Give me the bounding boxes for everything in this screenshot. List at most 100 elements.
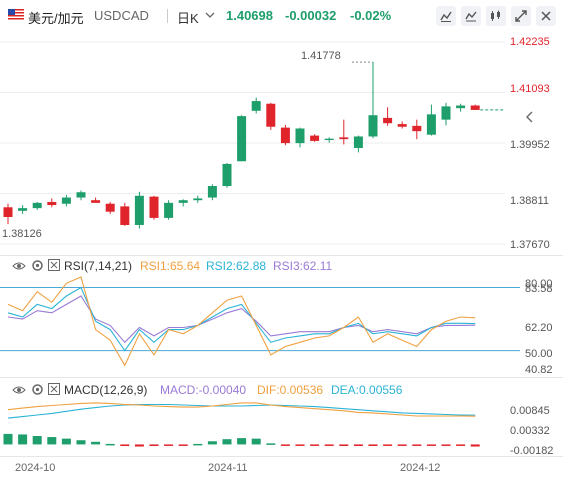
candle — [368, 115, 378, 137]
macd-title: MACD(12,26,9) — [64, 383, 148, 397]
candle-settings-icon — [491, 10, 500, 21]
indicator-button[interactable] — [461, 6, 481, 26]
rsi2-value: RSI2:62.88 — [206, 259, 267, 273]
rsi-tick: 50.00 — [525, 348, 553, 360]
macd-tick: 0.00332 — [510, 425, 550, 437]
macd-tick: 0.00845 — [510, 405, 550, 417]
macd-histogram-bar — [426, 444, 436, 446]
candle — [207, 186, 217, 198]
macd-histogram-bar — [61, 438, 71, 445]
candle — [310, 135, 320, 141]
candle — [441, 106, 451, 120]
macd-histogram-bar — [76, 440, 86, 445]
candle — [251, 101, 261, 111]
candle — [266, 103, 276, 127]
collapse-panel-button[interactable] — [523, 110, 537, 124]
high-price-label: 1.41778 — [301, 50, 341, 62]
candle — [456, 105, 466, 109]
macd-histogram-bar — [383, 444, 393, 446]
macd-histogram-bar — [193, 443, 203, 446]
macd-histogram-bar — [368, 444, 378, 447]
eye-icon[interactable] — [12, 260, 26, 275]
rsi-tick: 62.20 — [525, 322, 553, 334]
candle — [105, 203, 115, 212]
gear-icon[interactable] — [31, 383, 44, 399]
macd-histogram-bar — [105, 443, 115, 446]
rsi-title: RSI(7,14,21) — [64, 259, 133, 273]
fullscreen-icon — [515, 10, 527, 22]
close-indicator-icon[interactable] — [48, 383, 60, 398]
date-tick: 2024-11 — [208, 462, 248, 474]
rsi1-value: RSI1:65.64 — [140, 259, 201, 273]
candle — [295, 128, 305, 144]
candle — [120, 206, 130, 225]
candle — [149, 196, 159, 218]
macd-histogram-bar — [251, 438, 261, 445]
macd-histogram-bar — [222, 439, 232, 445]
candle — [222, 163, 232, 187]
price-tick: 1.38811 — [510, 195, 549, 207]
chevron-down-icon[interactable] — [205, 8, 215, 25]
macd-histogram-bar — [441, 444, 451, 446]
macd-tick: -0.00182 — [510, 445, 554, 457]
period-selector[interactable]: 日K — [177, 11, 199, 26]
chevron-left-icon — [526, 111, 533, 123]
eye-icon[interactable] — [12, 384, 26, 399]
rsi1-line — [7, 276, 476, 367]
close-button[interactable] — [536, 6, 556, 26]
candle — [91, 200, 101, 203]
chart-header: 美元/加元 USDCAD 日K 1.40698 -0.00032 -0.02% — [0, 0, 563, 32]
price-tick: 1.37670 — [510, 239, 550, 251]
symbol-code: USDCAD — [94, 8, 149, 23]
pane-divider — [0, 255, 563, 256]
macd-histogram-bar — [134, 444, 144, 447]
last-price: 1.40698 — [226, 8, 273, 23]
date-tick: 2024-10 — [15, 462, 56, 474]
rsi-tick: 80.00 — [525, 278, 553, 290]
close-indicator-icon[interactable] — [48, 259, 60, 274]
dea-value: DEA:0.00556 — [331, 383, 403, 397]
date-tick: 2024-12 — [400, 462, 441, 474]
macd-histogram-bar — [412, 444, 422, 446]
settings-button[interactable] — [486, 6, 506, 26]
macd-histogram-bar — [3, 433, 13, 445]
candle — [3, 207, 13, 218]
macd-histogram-bar — [397, 444, 407, 446]
candle — [134, 195, 144, 225]
macd-histogram-bar — [178, 444, 188, 446]
macd-histogram-bar — [310, 444, 320, 446]
pair-name: 美元/加元 — [28, 11, 84, 26]
macd-histogram-bar — [339, 444, 349, 447]
macd-histogram-bar — [280, 444, 290, 446]
fullscreen-button[interactable] — [511, 6, 531, 26]
candle — [164, 202, 174, 218]
candle — [61, 197, 71, 204]
gear-icon[interactable] — [31, 259, 44, 275]
indicator-icon — [465, 11, 477, 22]
rsi3-value: RSI3:62.11 — [273, 259, 333, 273]
candle — [18, 208, 28, 211]
macd-histogram-bar — [266, 443, 276, 445]
candle — [76, 192, 86, 198]
chart-type-button[interactable] — [436, 6, 456, 26]
macd-histogram-bar — [353, 444, 363, 447]
rsi2-line — [7, 286, 476, 352]
price-tick: 1.42235 — [510, 36, 550, 48]
macd-histogram-bar — [149, 444, 159, 447]
rsi-tick: 40.82 — [525, 364, 553, 376]
macd-chart[interactable] — [0, 398, 563, 456]
dif-line — [7, 402, 476, 417]
macd-histogram-bar — [120, 444, 130, 447]
candle — [280, 127, 290, 144]
candle — [353, 136, 363, 148]
candle — [412, 125, 422, 132]
price-change-percent: -0.02% — [350, 8, 392, 23]
macd-histogram-bar — [47, 437, 57, 445]
pane-divider — [0, 456, 563, 457]
candlestick-chart[interactable] — [0, 32, 563, 256]
macd-histogram-bar — [237, 438, 247, 445]
price-tick: 1.41093 — [510, 83, 550, 95]
candle — [47, 201, 57, 206]
candle — [470, 105, 480, 110]
rsi-chart[interactable] — [0, 276, 563, 376]
